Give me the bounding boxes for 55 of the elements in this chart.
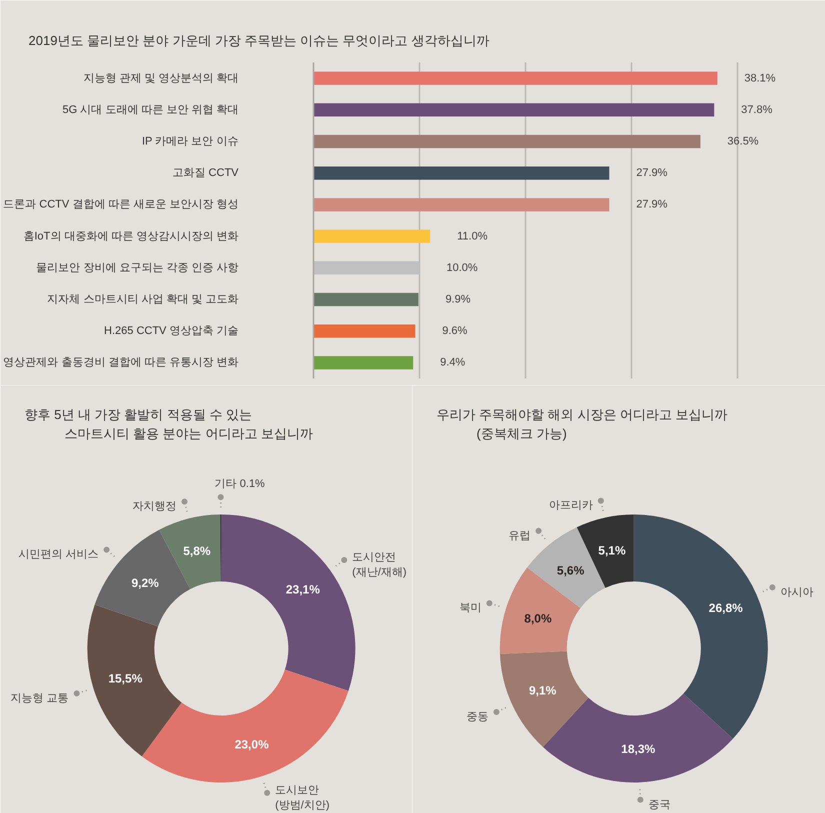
slice-label: 중동 (466, 711, 488, 724)
bar (314, 198, 610, 212)
data-label: 18,3% (621, 742, 656, 756)
chart-title: 우리가 주목해야할 해외 시장은 어디라고 보십니까 (중복체크 가능) (436, 407, 728, 441)
data-label: 10.0% (446, 262, 478, 274)
data-label: 27.9% (636, 198, 668, 211)
slice-label: 지능형 교통 (10, 692, 69, 704)
data-label: 9,1% (528, 684, 557, 698)
data-label: 8,0% (524, 611, 552, 626)
y-tick-label: 지능형 관제 및 영상분석의 확대 (83, 72, 239, 84)
slice-label: 도시보안 (방범/치안) (275, 784, 330, 812)
y-tick-label: IP 카메라 보안 이슈 (142, 136, 238, 148)
bar (314, 230, 430, 243)
data-label: 9.9% (445, 294, 471, 306)
bar (314, 166, 610, 180)
bar (314, 324, 416, 338)
y-tick-label: 고화질 CCTV (172, 167, 240, 180)
slice-label: 기타 0.1% (214, 478, 266, 490)
slice-label: 유럽 (508, 530, 531, 542)
data-label: 27.9% (636, 167, 668, 180)
slice-label: 시민편의 서비스 (18, 548, 99, 561)
data-label: 5,1% (598, 543, 626, 558)
slice-label: 아프리카 (548, 500, 593, 512)
data-label: 36.5% (727, 136, 759, 148)
slice-label: 북미 (459, 602, 482, 614)
data-label: 9.6% (442, 325, 468, 338)
y-tick-label: 영상관제와 출동경비 결합에 따른 유통시장 변화 (3, 356, 238, 369)
chart-title: 2019년도 물리보안 분야 가운데 가장 주목받는 이슈는 무엇이라고 생각하십니까 (28, 33, 490, 48)
y-tick-label: 지자체 스마트시티 사업 확대 및 고도화 (47, 294, 238, 306)
bar (314, 134, 700, 148)
data-label: 5,8% (183, 544, 211, 558)
data-label: 15,5% (108, 671, 143, 686)
y-tick-label: 드론과 CCTV 결합에 따른 새로운 보안시장 형성 (3, 198, 238, 211)
y-tick-label: 5G 시대 도래에 따른 보안 위협 확대 (62, 104, 239, 116)
slice-label: 도시안전 (재난/재해) (352, 551, 407, 578)
data-label: 5,6% (556, 563, 585, 578)
slice-label: 자치행정 (132, 500, 176, 513)
data-label: 9,2% (131, 576, 160, 590)
bar (314, 292, 418, 306)
slice-label: 중국 (648, 798, 670, 811)
y-tick-label: 물리보안 장비에 요구되는 각종 인증 사항 (36, 262, 238, 274)
y-tick-label: H.265 CCTV 영상압축 기술 (104, 325, 239, 338)
data-label: 23,1% (286, 582, 320, 597)
slice-label: 아시아 (780, 586, 814, 598)
data-label: 37.8% (741, 104, 773, 116)
data-label: 11.0% (457, 230, 488, 242)
bar (314, 356, 414, 370)
bar (314, 103, 714, 117)
y-tick-label: 홈IoT의 대중화에 따른 영상감시시장의 변화 (23, 230, 239, 242)
data-label: 9.4% (440, 356, 466, 369)
data-label: 23,0% (234, 737, 270, 752)
bar (314, 72, 718, 85)
data-label: 26,8% (708, 600, 744, 615)
data-label: 38.1% (744, 72, 776, 84)
chart-title: 향후 5년 내 가장 활발히 적용될 수 있는 스마트시티 활용 분야는 어디라고 보십니까 (24, 407, 313, 441)
